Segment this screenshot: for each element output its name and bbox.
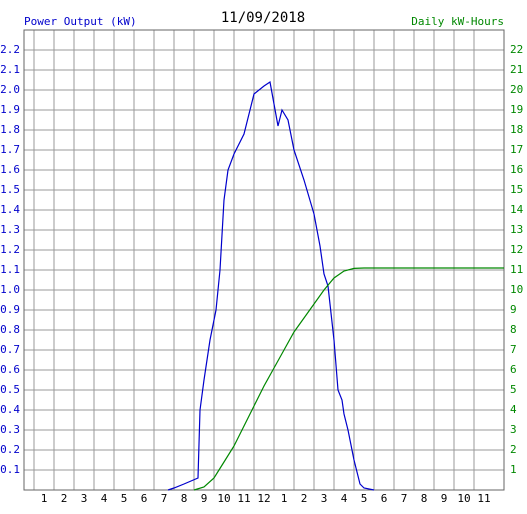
y-tick-label: 0.7 [0, 343, 20, 356]
plot-frame [23, 29, 505, 491]
y-tick-label: 0.8 [0, 323, 20, 336]
y2-tick-label: 4 [510, 403, 517, 416]
y-axis-label: Power Output (kW) [24, 15, 137, 28]
y-tick-label: 1.1 [0, 263, 20, 276]
chart-title: 11/09/2018 [221, 10, 305, 26]
y2-tick-label: 10 [510, 283, 523, 296]
y2-tick-label: 3 [510, 423, 517, 436]
y-tick-label: 0.1 [0, 463, 20, 476]
y2-tick-label: 18 [510, 123, 523, 136]
y-tick-label: 1.3 [0, 223, 20, 236]
y2-tick-label: 11 [510, 263, 523, 276]
x-tick-label: 11 [477, 492, 490, 505]
x-tick-label: 4 [341, 492, 348, 505]
x-tick-label: 9 [201, 492, 208, 505]
y2-tick-label: 14 [510, 203, 524, 216]
x-tick-label: 6 [141, 492, 148, 505]
x-tick-label: 2 [61, 492, 68, 505]
y2-tick-label: 2 [510, 443, 517, 456]
y-tick-label: 2.2 [0, 43, 20, 56]
x-tick-label: 4 [101, 492, 108, 505]
x-tick-label: 5 [121, 492, 128, 505]
y2-tick-label: 21 [510, 63, 523, 76]
x-tick-label: 8 [421, 492, 428, 505]
x-tick-label: 1 [281, 492, 288, 505]
y-tick-label: 0.5 [0, 383, 20, 396]
y-tick-label: 0.3 [0, 423, 20, 436]
y-tick-label: 1.2 [0, 243, 20, 256]
y-tick-label: 0.2 [0, 443, 20, 456]
x-tick-label: 9 [441, 492, 448, 505]
x-tick-label: 1 [41, 492, 48, 505]
y-tick-label: 1.7 [0, 143, 20, 156]
x-tick-label: 11 [237, 492, 250, 505]
x-tick-label: 5 [361, 492, 368, 505]
y-tick-label: 1.5 [0, 183, 20, 196]
y2-tick-label: 8 [510, 323, 517, 336]
y2-tick-label: 22 [510, 43, 523, 56]
x-tick-label: 7 [161, 492, 168, 505]
x-tick-label: 2 [301, 492, 308, 505]
series-line [193, 267, 504, 491]
y2-axis-label: Daily kW-Hours [411, 15, 504, 28]
y2-tick-label: 12 [510, 243, 523, 256]
y-tick-label: 1.8 [0, 123, 20, 136]
x-tick-label: 3 [321, 492, 328, 505]
x-tick-label: 8 [181, 492, 188, 505]
y2-tick-label: 16 [510, 163, 523, 176]
y-tick-label: 2.0 [0, 83, 20, 96]
x-tick-label: 7 [401, 492, 408, 505]
x-tick-label: 6 [381, 492, 388, 505]
y-tick-label: 1.0 [0, 283, 20, 296]
y-tick-label: 0.9 [0, 303, 20, 316]
y-tick-label: 0.4 [0, 403, 20, 416]
x-tick-label: 3 [81, 492, 88, 505]
y-tick-label: 1.9 [0, 103, 20, 116]
y-tick-label: 2.1 [0, 63, 20, 76]
series-line [167, 80, 375, 491]
y2-tick-label: 7 [510, 343, 517, 356]
y2-tick-label: 17 [510, 143, 523, 156]
y2-tick-label: 19 [510, 103, 523, 116]
y-tick-label: 1.4 [0, 203, 20, 216]
y2-tick-label: 5 [510, 383, 517, 396]
y-tick-label: 1.6 [0, 163, 20, 176]
x-tick-label: 10 [457, 492, 470, 505]
y-tick-label: 0.6 [0, 363, 20, 376]
y2-tick-label: 20 [510, 83, 523, 96]
x-tick-label: 10 [217, 492, 230, 505]
y2-tick-label: 13 [510, 223, 523, 236]
y2-tick-label: 6 [510, 363, 517, 376]
x-tick-label: 12 [257, 492, 270, 505]
y2-tick-label: 9 [510, 303, 517, 316]
y2-tick-label: 1 [510, 463, 517, 476]
y2-tick-label: 15 [510, 183, 523, 196]
